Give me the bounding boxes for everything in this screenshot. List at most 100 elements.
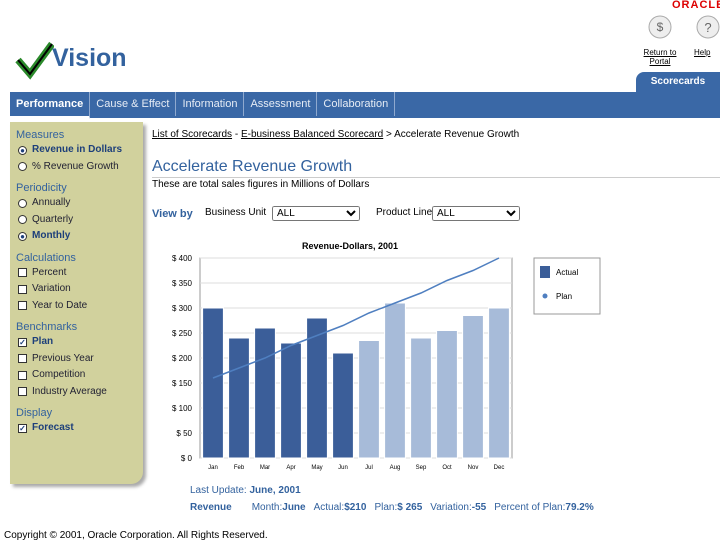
legend-swatch: [540, 266, 550, 278]
option-label: Annually: [32, 197, 71, 208]
x-tick-label: May: [311, 465, 322, 471]
x-tick-label: Sep: [416, 465, 427, 471]
option-label: % Revenue Growth: [32, 160, 119, 172]
checkbox[interactable]: ✓: [18, 423, 27, 433]
option[interactable]: Quarterly: [18, 212, 143, 229]
filter-label: Business Unit: [205, 207, 267, 218]
bar: [202, 307, 224, 459]
label: Last Update:: [190, 485, 247, 496]
help-link[interactable]: Help: [694, 48, 711, 57]
option[interactable]: Competition: [18, 367, 143, 384]
option-label: Variation: [32, 283, 71, 294]
option[interactable]: Percent: [18, 265, 143, 282]
bar: [410, 337, 432, 459]
bar: [280, 342, 302, 459]
stat-value: June: [282, 502, 306, 513]
x-tick-label: Jul: [365, 465, 373, 471]
x-tick-label: Jan: [208, 465, 218, 471]
option-label: Revenue in Dollars: [32, 144, 123, 155]
bar: [436, 330, 458, 459]
stat-label: Actual:: [313, 502, 345, 513]
plan-line: [212, 257, 500, 379]
legend-swatch: [542, 293, 548, 299]
measure: Revenue: [190, 502, 232, 513]
x-tick-label: Oct: [442, 465, 452, 471]
option[interactable]: ● Revenue in Dollars: [18, 142, 143, 159]
active-tab[interactable]: Scorecards: [636, 72, 720, 92]
chart: Revenue-Dollars, 2001 $ 0 $ 50 $ 100 $ 150 $…: [172, 241, 601, 471]
app-name: Vision: [52, 44, 127, 72]
option-label: Previous Year: [32, 352, 94, 364]
section-title: Periodicity: [16, 182, 67, 194]
radio[interactable]: [18, 215, 27, 225]
rule: [152, 177, 720, 178]
sidebar: Measures ● Revenue in Dollars % Revenue Gro…: [10, 122, 143, 484]
checkbox[interactable]: [18, 387, 27, 397]
checkbox[interactable]: [18, 268, 27, 278]
y-tick-label: $ 350: [172, 279, 193, 288]
page-title: Accelerate Revenue Growth: [152, 158, 353, 175]
svg-text:?: ?: [704, 20, 711, 35]
checkbox[interactable]: [18, 370, 27, 380]
y-tick-label: $ 150: [172, 379, 193, 388]
x-tick-label: Apr: [286, 465, 295, 471]
checkbox[interactable]: [18, 284, 27, 294]
bar: [254, 327, 276, 459]
y-tick-label: $ 400: [172, 254, 193, 263]
radio[interactable]: [18, 198, 27, 208]
tab[interactable]: Performance: [10, 92, 91, 119]
option[interactable]: ✓ Forecast: [18, 420, 143, 437]
tab[interactable]: Assessment: [244, 92, 318, 116]
option[interactable]: Year to Date: [18, 298, 143, 315]
radio[interactable]: [18, 162, 27, 172]
option[interactable]: ● Monthly: [18, 228, 143, 245]
stat-value: $ 265: [397, 502, 423, 513]
header-icons: $ ?: [648, 15, 720, 39]
bar: [306, 317, 328, 459]
option[interactable]: ✓ Plan: [18, 334, 143, 351]
return-link[interactable]: Return to Portal: [643, 48, 677, 66]
filter-select[interactable]: ALL: [432, 206, 520, 221]
option-label: Monthly: [32, 230, 71, 241]
checkbox[interactable]: [18, 301, 27, 311]
option[interactable]: Previous Year: [18, 351, 143, 368]
x-tick-label: Jun: [338, 465, 348, 471]
tab[interactable]: Information: [176, 92, 245, 116]
y-tick-label: $ 100: [172, 404, 193, 413]
svg-text:$: $: [657, 20, 664, 34]
vision-logo-mark: [15, 41, 54, 80]
option-label: Year to Date: [32, 299, 88, 311]
option[interactable]: Industry Average: [18, 384, 143, 401]
stats: Revenue Month:June Actual:$210 Plan:$ 265 Va…: [190, 502, 602, 513]
filter-select[interactable]: ALL: [272, 206, 360, 221]
radio[interactable]: ●: [18, 145, 27, 155]
tab[interactable]: Collaboration: [317, 92, 396, 116]
copyright: Copyright © 2001, Oracle Corporation. Al…: [4, 530, 268, 541]
crumb: Accelerate Revenue Growth: [394, 129, 520, 140]
section-title: Measures: [16, 129, 65, 141]
x-tick-label: Dec: [494, 465, 505, 471]
radio[interactable]: ●: [18, 231, 27, 241]
x-tick-label: Nov: [468, 465, 479, 471]
value: June, 2001: [249, 485, 301, 496]
filter-label: Product Line: [376, 207, 433, 218]
option[interactable]: Annually: [18, 195, 143, 212]
crumb[interactable]: List of Scorecards: [152, 129, 233, 140]
tab-bar: Performance Cause & Effect Information Asse…: [10, 92, 720, 119]
tab[interactable]: Cause & Effect: [90, 92, 177, 116]
crumb[interactable]: E-business Balanced Scorecard: [240, 129, 384, 140]
option-label: Competition: [32, 369, 86, 380]
bar: [384, 302, 406, 459]
legend-label: Plan: [556, 292, 572, 301]
checkbox[interactable]: [18, 354, 27, 364]
checkbox[interactable]: ✓: [18, 337, 27, 347]
option-label: Percent: [32, 266, 67, 278]
stat-value: 79.2%: [565, 502, 594, 513]
option-label: Quarterly: [32, 213, 74, 225]
section-title: Benchmarks: [16, 321, 78, 333]
stat-label: Percent of Plan:: [494, 502, 566, 513]
option[interactable]: Variation: [18, 281, 143, 298]
subtitle: These are total sales figures in Million…: [152, 179, 370, 190]
legend-label: Actual: [556, 268, 578, 277]
option[interactable]: % Revenue Growth: [18, 159, 143, 176]
